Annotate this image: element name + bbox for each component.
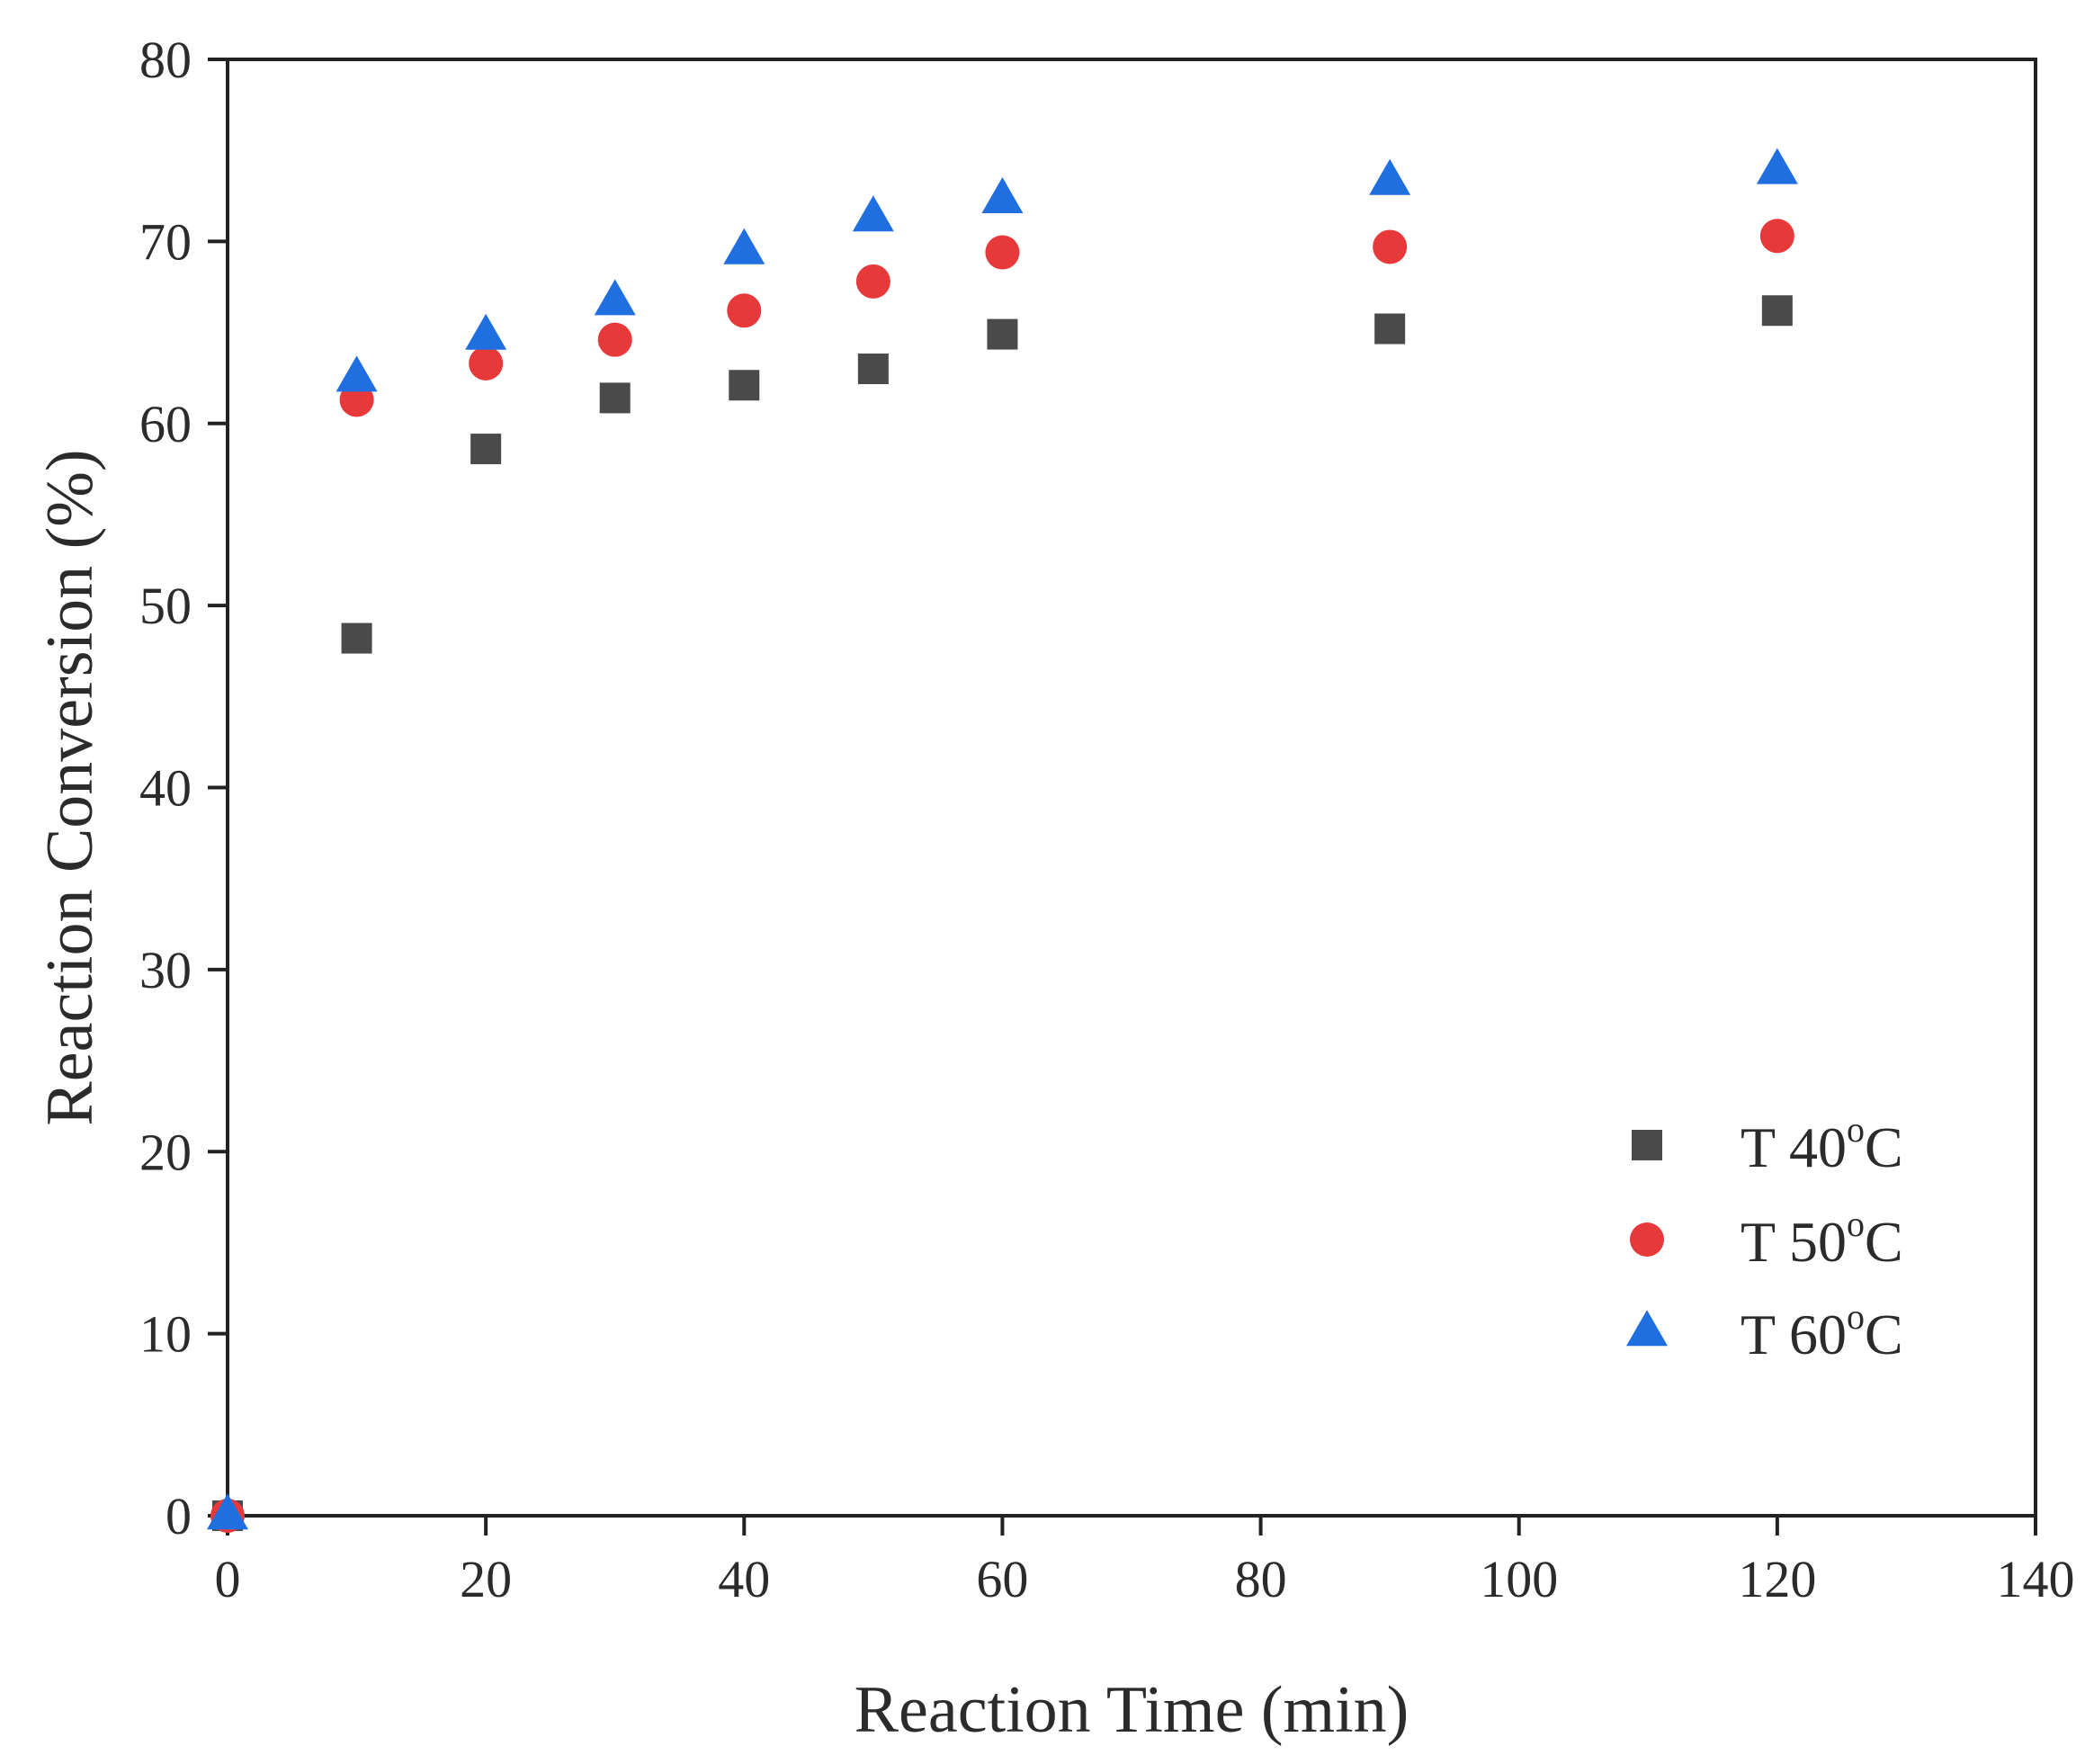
x-tick-label: 0 — [215, 1550, 241, 1608]
legend-label-main: T 40 — [1741, 1115, 1847, 1179]
legend-label-main: T 60 — [1741, 1303, 1847, 1366]
legend-label: T 40oC — [1741, 1109, 1903, 1179]
data-point-square — [987, 318, 1018, 350]
data-point-circle — [855, 264, 890, 299]
data-point-circle — [727, 293, 762, 328]
legend-marker-square — [1632, 1130, 1662, 1160]
y-tick-label: 30 — [139, 941, 192, 999]
x-tick-label: 20 — [460, 1550, 512, 1608]
data-point-square — [857, 354, 889, 385]
y-tick-label: 40 — [139, 759, 192, 818]
data-point-triangle — [207, 1493, 248, 1530]
data-points — [207, 148, 1798, 1533]
y-tick-label: 0 — [166, 1487, 192, 1545]
legend-label-degree: o — [1847, 1204, 1865, 1244]
legend-label-degree: o — [1847, 1109, 1865, 1150]
x-tick-label: 40 — [718, 1550, 770, 1608]
data-point-square — [341, 622, 372, 654]
y-tick-label: 50 — [139, 577, 192, 635]
data-point-triangle — [594, 279, 636, 316]
x-tick-label: 140 — [1997, 1550, 2075, 1608]
data-point-triangle — [1756, 148, 1798, 184]
data-point-triangle — [852, 195, 894, 232]
data-point-circle — [1373, 229, 1408, 264]
legend-item: T 60oC — [1626, 1296, 1903, 1366]
legend-item: T 40oC — [1632, 1109, 1903, 1179]
legend-marker-triangle — [1626, 1310, 1668, 1347]
y-tick-label: 20 — [139, 1123, 192, 1181]
data-point-triangle — [981, 177, 1024, 214]
data-point-circle — [597, 322, 632, 357]
data-point-triangle — [723, 228, 765, 264]
x-axis-title: Reaction Time (min) — [855, 1673, 1409, 1747]
series-circle — [210, 219, 1794, 1533]
legend-label: T 50oC — [1741, 1204, 1903, 1274]
data-point-triangle — [336, 355, 378, 392]
y-tick-label: 10 — [139, 1305, 192, 1364]
axis-ticks: 0 20 40 60 80 100 120 140 0 10 20 30 40 50 60 70 80 — [139, 31, 2075, 1608]
legend-label-unit: C — [1865, 1210, 1903, 1274]
data-point-triangle — [1369, 158, 1411, 195]
data-point-square — [729, 370, 760, 401]
data-point-square — [599, 382, 631, 414]
data-point-circle — [985, 235, 1020, 270]
legend-label-unit: C — [1865, 1115, 1903, 1179]
plot-area — [226, 58, 2037, 1518]
x-tick-label: 80 — [1235, 1550, 1287, 1608]
legend-item: T 50oC — [1630, 1204, 1903, 1274]
data-point-square — [1374, 313, 1406, 345]
series-square — [212, 295, 1793, 1531]
data-point-square — [470, 434, 502, 465]
legend-label-main: T 50 — [1741, 1210, 1847, 1274]
data-point-circle — [1759, 219, 1794, 254]
data-point-triangle — [465, 313, 507, 350]
x-tick-label: 120 — [1738, 1550, 1816, 1608]
y-axis-title: Reaction Conversion (%) — [33, 449, 107, 1125]
y-tick-label: 80 — [139, 31, 192, 89]
y-tick-label: 70 — [139, 212, 192, 271]
series-triangle — [207, 148, 1798, 1530]
legend-label-unit: C — [1865, 1303, 1903, 1366]
x-tick-label: 100 — [1480, 1550, 1558, 1608]
data-point-circle — [469, 345, 504, 381]
data-point-square — [1761, 295, 1793, 327]
legend-marker-circle — [1630, 1222, 1664, 1257]
y-tick-label: 60 — [139, 395, 192, 453]
x-tick-label: 60 — [976, 1550, 1028, 1608]
legend-label: T 60oC — [1741, 1296, 1903, 1366]
legend-label-degree: o — [1847, 1296, 1865, 1337]
